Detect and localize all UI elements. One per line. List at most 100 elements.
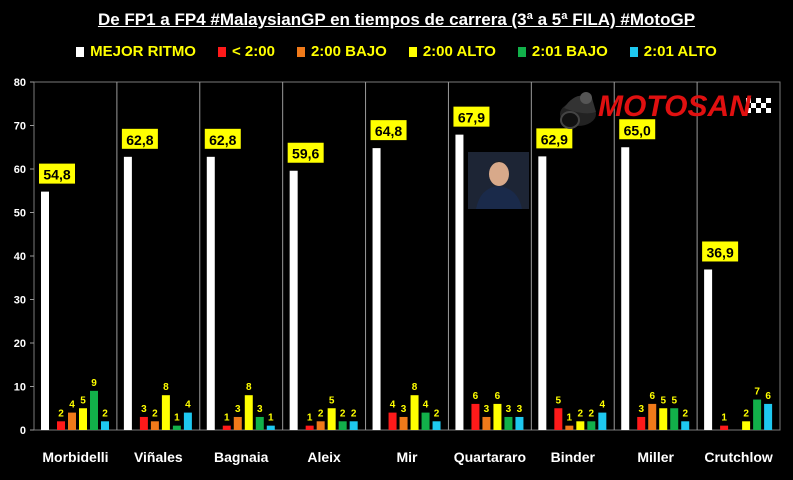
data-label: 4 xyxy=(390,400,396,411)
legend-swatch-200-alto xyxy=(408,46,417,57)
data-label: 1 xyxy=(174,413,180,424)
bar-5-0 xyxy=(101,421,109,430)
data-label: 65,0 xyxy=(624,122,651,138)
bar-1-6 xyxy=(554,408,563,430)
legend-item-lt200: < 2:00 xyxy=(217,43,275,60)
bar-1-8 xyxy=(720,425,729,430)
data-label: 2 xyxy=(743,408,749,419)
data-label: 59,6 xyxy=(292,146,319,162)
y-tick-label: 70 xyxy=(14,121,26,133)
legend-item-201-bajo: 2:01 BAJO xyxy=(517,43,608,60)
bar-0-5 xyxy=(455,134,464,430)
data-label: 62,8 xyxy=(126,132,153,148)
bar-0-8 xyxy=(704,269,713,430)
data-label: 1 xyxy=(224,413,230,424)
data-label: 2 xyxy=(578,408,584,419)
data-label-box xyxy=(700,239,741,264)
data-label: 2 xyxy=(351,408,357,419)
data-label: 5 xyxy=(80,395,86,406)
legend-swatch-201-alto xyxy=(629,46,638,57)
data-label: 36,9 xyxy=(706,244,733,260)
bar-5-2 xyxy=(266,425,275,430)
category-label: Miller xyxy=(637,449,674,465)
bar-5-5 xyxy=(515,416,524,430)
bar-2-4 xyxy=(399,416,408,430)
data-label: 67,9 xyxy=(458,110,485,126)
category-label: Morbidelli xyxy=(42,449,108,465)
data-label: 1 xyxy=(567,413,573,424)
bar-5-3 xyxy=(349,421,358,430)
bar-4-6 xyxy=(587,421,596,430)
bar-0-4 xyxy=(372,148,381,430)
bar-3-7 xyxy=(659,408,668,430)
logo-text: MOTOSAN xyxy=(598,90,751,123)
data-label-box xyxy=(534,126,575,151)
data-label: 3 xyxy=(638,404,644,415)
category-label: Crutchlow xyxy=(704,449,773,465)
bar-5-6 xyxy=(598,412,607,430)
bar-2-6 xyxy=(565,425,574,430)
bar-5-8 xyxy=(764,403,773,430)
data-label: 1 xyxy=(268,413,274,424)
legend: MEJOR RITMO < 2:00 2:00 BAJO 2:00 ALTO 2… xyxy=(0,43,793,60)
data-label-box xyxy=(119,126,160,151)
bar-1-3 xyxy=(305,425,314,430)
legend-label-lt200: < 2:00 xyxy=(231,43,275,60)
bar-0-3 xyxy=(289,170,298,431)
bar-3-3 xyxy=(327,408,336,430)
bar-4-5 xyxy=(504,416,513,430)
legend-item-200-bajo: 2:00 BAJO xyxy=(296,43,387,60)
y-tick-label: 80 xyxy=(14,77,26,89)
legend-swatch-201-bajo xyxy=(517,46,526,57)
data-label: 62,9 xyxy=(541,131,568,147)
data-label: 7 xyxy=(754,387,760,398)
bar-2-2 xyxy=(233,416,242,430)
bar-3-8 xyxy=(742,421,751,430)
data-label: 3 xyxy=(257,404,263,415)
bar-5-1 xyxy=(183,412,192,430)
bar-1-4 xyxy=(388,412,397,430)
category-label: Aleix xyxy=(307,449,341,465)
bar-4-7 xyxy=(670,408,679,430)
data-label: 2 xyxy=(340,408,346,419)
data-label-box xyxy=(617,117,658,142)
bar-0-0 xyxy=(41,191,49,430)
data-label: 2 xyxy=(682,408,688,419)
y-tick-label: 60 xyxy=(14,164,26,176)
data-label: 8 xyxy=(246,382,252,393)
data-label: 2 xyxy=(102,408,108,419)
y-tick-label: 10 xyxy=(14,382,26,394)
y-tick-label: 20 xyxy=(14,338,26,350)
bar-1-2 xyxy=(222,425,231,430)
motosan-logo xyxy=(560,92,771,129)
legend-swatch-mejor-ritmo xyxy=(76,46,85,57)
data-label: 1 xyxy=(721,413,727,424)
bar-1-1 xyxy=(139,416,148,430)
bar-4-2 xyxy=(255,416,264,430)
data-label: 2 xyxy=(434,408,440,419)
bar-4-3 xyxy=(338,421,347,430)
data-label: 3 xyxy=(506,404,512,415)
data-label: 3 xyxy=(141,404,147,415)
bar-1-5 xyxy=(471,403,480,430)
category-label: Viñales xyxy=(134,449,183,465)
motorbike-icon xyxy=(560,92,596,129)
data-label: 62,8 xyxy=(209,132,236,148)
bar-4-8 xyxy=(753,399,762,430)
bar-1-7 xyxy=(637,416,646,430)
data-label: 4 xyxy=(69,400,75,411)
legend-label-201-bajo: 2:01 BAJO xyxy=(531,43,608,60)
chart-title: De FP1 a FP4 #MalaysianGP en tiempos de … xyxy=(97,10,696,29)
bar-0-6 xyxy=(538,156,547,430)
rider-photo xyxy=(468,152,529,209)
y-tick-label: 40 xyxy=(14,251,26,263)
bar-3-0 xyxy=(79,408,87,430)
data-label: 5 xyxy=(329,395,335,406)
legend-item-mejor-ritmo: MEJOR RITMO xyxy=(76,43,196,60)
legend-swatch-200-bajo xyxy=(296,46,305,57)
data-label: 8 xyxy=(412,382,418,393)
legend-label-200-alto: 2:00 ALTO xyxy=(422,43,496,60)
data-label: 6 xyxy=(765,391,771,402)
bar-5-4 xyxy=(432,421,441,430)
data-label: 3 xyxy=(235,404,241,415)
